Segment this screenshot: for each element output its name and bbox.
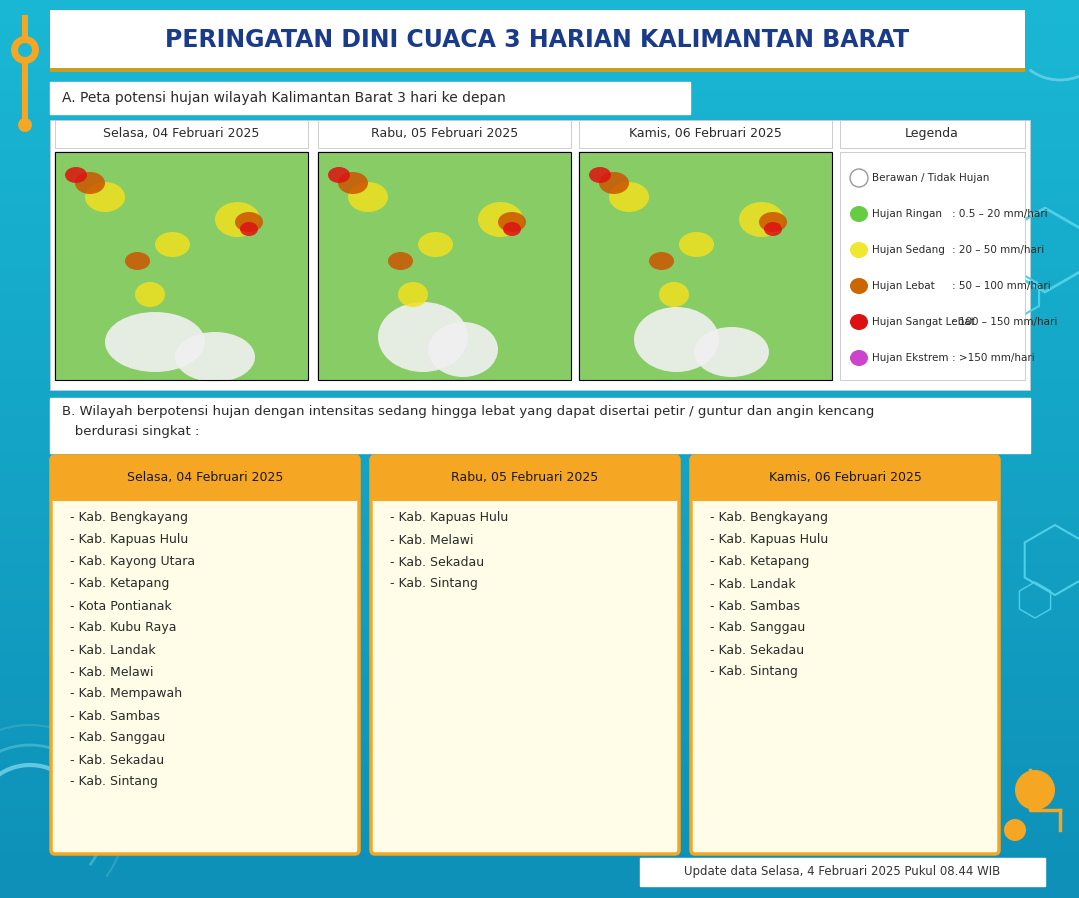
Text: - Kab. Sanggau: - Kab. Sanggau [70, 732, 165, 744]
FancyBboxPatch shape [579, 120, 832, 148]
Ellipse shape [125, 252, 150, 270]
FancyBboxPatch shape [50, 68, 1025, 72]
Ellipse shape [739, 202, 784, 237]
Text: : 0.5 – 20 mm/hari: : 0.5 – 20 mm/hari [952, 209, 1048, 219]
Text: - Kab. Sintang: - Kab. Sintang [70, 776, 158, 788]
Text: Selasa, 04 Februari 2025: Selasa, 04 Februari 2025 [104, 128, 260, 140]
Text: Kamis, 06 Februari 2025: Kamis, 06 Februari 2025 [768, 471, 921, 485]
Text: - Kab. Kayong Utara: - Kab. Kayong Utara [70, 556, 195, 568]
FancyBboxPatch shape [696, 478, 994, 496]
Ellipse shape [175, 332, 255, 382]
FancyBboxPatch shape [839, 120, 1025, 148]
Circle shape [1015, 770, 1055, 810]
FancyBboxPatch shape [371, 456, 679, 854]
Text: Berawan / Tidak Hujan: Berawan / Tidak Hujan [872, 173, 989, 183]
Text: - Kab. Mempawah: - Kab. Mempawah [70, 688, 182, 700]
Circle shape [11, 36, 39, 64]
Ellipse shape [679, 232, 714, 257]
Ellipse shape [599, 172, 629, 194]
Text: : 20 – 50 mm/hari: : 20 – 50 mm/hari [952, 245, 1044, 255]
FancyBboxPatch shape [375, 478, 674, 496]
Text: - Kab. Landak: - Kab. Landak [710, 577, 795, 591]
FancyBboxPatch shape [56, 478, 354, 496]
Text: Update data Selasa, 4 Februari 2025 Pukul 08.44 WIB: Update data Selasa, 4 Februari 2025 Puku… [684, 866, 1000, 878]
Ellipse shape [478, 202, 523, 237]
Text: - Kab. Bengkayang: - Kab. Bengkayang [70, 512, 188, 524]
FancyBboxPatch shape [371, 456, 679, 500]
Text: PERINGATAN DINI CUACA 3 HARIAN KALIMANTAN BARAT: PERINGATAN DINI CUACA 3 HARIAN KALIMANTA… [165, 28, 910, 52]
Ellipse shape [850, 242, 868, 258]
FancyBboxPatch shape [691, 456, 999, 854]
Ellipse shape [155, 232, 190, 257]
Text: - Kab. Ketapang: - Kab. Ketapang [70, 577, 169, 591]
FancyBboxPatch shape [55, 152, 308, 380]
Ellipse shape [850, 314, 868, 330]
Text: - Kab. Sintang: - Kab. Sintang [390, 577, 478, 591]
Text: A. Peta potensi hujan wilayah Kalimantan Barat 3 hari ke depan: A. Peta potensi hujan wilayah Kalimantan… [62, 91, 506, 105]
FancyBboxPatch shape [22, 15, 28, 125]
Ellipse shape [589, 167, 611, 183]
FancyBboxPatch shape [51, 456, 359, 854]
Ellipse shape [235, 212, 263, 232]
Ellipse shape [694, 327, 769, 377]
FancyBboxPatch shape [640, 858, 1044, 886]
Text: - Kab. Sekadau: - Kab. Sekadau [390, 556, 484, 568]
FancyBboxPatch shape [839, 152, 1025, 380]
Circle shape [18, 118, 32, 132]
FancyBboxPatch shape [318, 152, 571, 380]
Circle shape [1003, 819, 1026, 841]
Text: Selasa, 04 Februari 2025: Selasa, 04 Februari 2025 [127, 471, 283, 485]
Ellipse shape [135, 282, 165, 307]
Text: : 100 – 150 mm/hari: : 100 – 150 mm/hari [952, 317, 1057, 327]
Text: Hujan Sangat Lebat: Hujan Sangat Lebat [872, 317, 974, 327]
Circle shape [18, 43, 32, 57]
Ellipse shape [105, 312, 205, 372]
Ellipse shape [850, 350, 868, 366]
Ellipse shape [85, 182, 125, 212]
Text: - Kab. Kapuas Hulu: - Kab. Kapuas Hulu [70, 533, 188, 547]
Text: - Kab. Ketapang: - Kab. Ketapang [710, 556, 809, 568]
Text: - Kab. Sekadau: - Kab. Sekadau [710, 644, 804, 656]
Text: - Kota Pontianak: - Kota Pontianak [70, 600, 172, 612]
Text: - Kab. Melawi: - Kab. Melawi [70, 665, 153, 679]
Text: Hujan Sedang: Hujan Sedang [872, 245, 945, 255]
Ellipse shape [349, 182, 388, 212]
Ellipse shape [634, 307, 719, 372]
Text: Hujan Lebat: Hujan Lebat [872, 281, 934, 291]
Ellipse shape [609, 182, 648, 212]
FancyBboxPatch shape [50, 82, 689, 114]
Ellipse shape [398, 282, 428, 307]
Text: - Kab. Sanggau: - Kab. Sanggau [710, 621, 805, 635]
Text: - Kab. Kubu Raya: - Kab. Kubu Raya [70, 621, 177, 635]
FancyBboxPatch shape [579, 152, 832, 380]
Circle shape [850, 169, 868, 187]
FancyBboxPatch shape [540, 0, 1079, 898]
Text: Rabu, 05 Februari 2025: Rabu, 05 Februari 2025 [451, 471, 599, 485]
FancyBboxPatch shape [50, 10, 1025, 70]
Text: - Kab. Kapuas Hulu: - Kab. Kapuas Hulu [390, 512, 508, 524]
Ellipse shape [378, 302, 468, 372]
Text: Kamis, 06 Februari 2025: Kamis, 06 Februari 2025 [629, 128, 782, 140]
Ellipse shape [215, 202, 260, 237]
FancyBboxPatch shape [50, 398, 1030, 453]
Ellipse shape [659, 282, 689, 307]
Text: Hujan Ringan: Hujan Ringan [872, 209, 942, 219]
FancyBboxPatch shape [51, 456, 359, 500]
Ellipse shape [338, 172, 368, 194]
FancyBboxPatch shape [318, 120, 571, 148]
FancyBboxPatch shape [50, 120, 1030, 390]
Ellipse shape [850, 206, 868, 222]
Text: - Kab. Sambas: - Kab. Sambas [710, 600, 800, 612]
Ellipse shape [850, 278, 868, 294]
Ellipse shape [648, 252, 674, 270]
FancyBboxPatch shape [579, 152, 832, 380]
FancyBboxPatch shape [691, 456, 999, 500]
Text: - Kab. Bengkayang: - Kab. Bengkayang [710, 512, 828, 524]
Text: - Kab. Sintang: - Kab. Sintang [710, 665, 797, 679]
Text: B. Wilayah berpotensi hujan dengan intensitas sedang hingga lebat yang dapat dis: B. Wilayah berpotensi hujan dengan inten… [62, 406, 874, 418]
Text: - Kab. Landak: - Kab. Landak [70, 644, 155, 656]
Text: Rabu, 05 Februari 2025: Rabu, 05 Februari 2025 [371, 128, 518, 140]
Ellipse shape [65, 167, 87, 183]
Ellipse shape [388, 252, 413, 270]
